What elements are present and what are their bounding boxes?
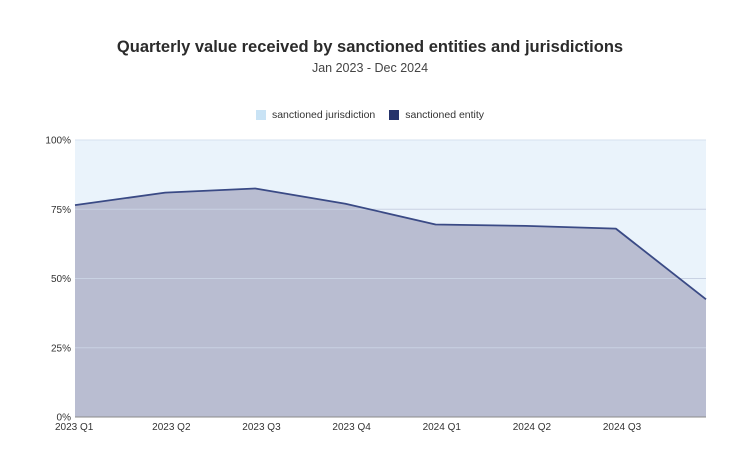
legend-swatch-sanctioned-entity — [389, 110, 400, 120]
legend-item-sanctioned-jurisdiction[interactable]: sanctioned jurisdiction — [255, 109, 376, 121]
x-tick-label: 2023 Q1 — [55, 422, 94, 433]
x-tick-label: 2023 Q2 — [152, 422, 191, 433]
y-tick-label: 0% — [57, 413, 72, 424]
x-tick-label: 2024 Q1 — [423, 422, 462, 433]
legend-swatch-sanctioned-jurisdiction — [255, 110, 266, 120]
legend-label-sanctioned-jurisdiction: sanctioned jurisdiction — [271, 109, 376, 121]
area-sanctioned-jurisdiction — [75, 140, 706, 300]
area-sanctioned-entity — [75, 188, 706, 417]
x-tick-label: 2023 Q3 — [242, 422, 281, 433]
y-tick-label: 50% — [51, 274, 71, 285]
x-tick-label: 2023 Q4 — [332, 422, 371, 433]
legend-label-sanctioned-entity: sanctioned entity — [405, 109, 485, 121]
y-tick-label: 75% — [51, 205, 71, 216]
chart-legend: sanctioned jurisdiction sanctioned entit… — [0, 109, 740, 121]
x-tick-label: 2024 Q2 — [513, 422, 552, 433]
legend-item-sanctioned-entity[interactable]: sanctioned entity — [389, 109, 484, 121]
y-tick-label: 25% — [51, 343, 71, 354]
line-sanctioned-entity — [74, 187, 707, 300]
chart-title: Quarterly value received by sanctioned e… — [116, 38, 624, 56]
x-tick-label: 2024 Q3 — [603, 422, 642, 433]
chart-subtitle: Jan 2023 - Dec 2024 — [311, 61, 429, 75]
y-tick-label: 100% — [45, 136, 71, 147]
